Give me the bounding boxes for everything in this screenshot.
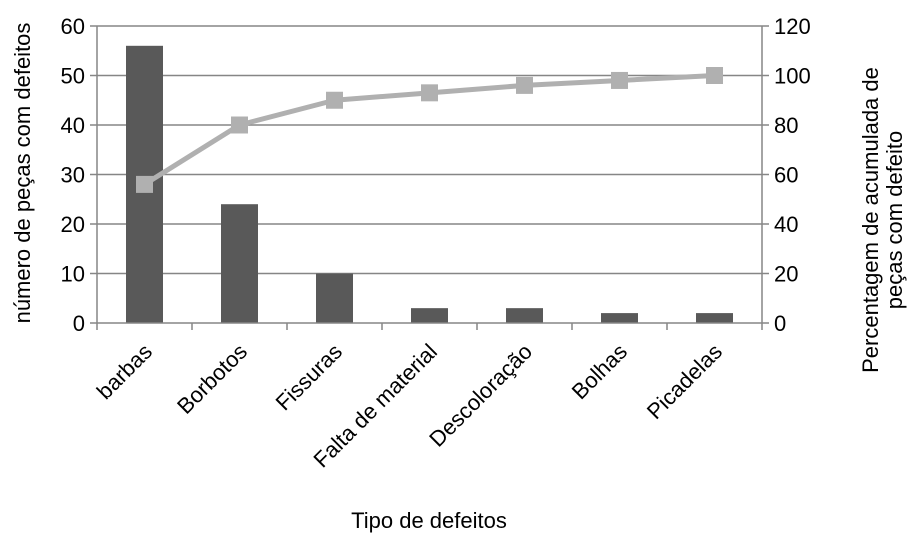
- x-tick-label: barbas: [92, 339, 157, 404]
- bar-3: [411, 308, 448, 323]
- x-tick-label: Picadelas: [642, 339, 727, 424]
- right-tick-label: 80: [774, 113, 798, 138]
- right-y-axis-title-line-1: Percentagem de acumulada de: [858, 67, 883, 373]
- bar-5: [601, 313, 638, 323]
- right-y-axis-title-line-2: peças com defeito: [882, 131, 907, 310]
- bar-2: [316, 273, 353, 323]
- x-tick-label: Bolhas: [567, 339, 632, 404]
- right-tick-label: 120: [774, 14, 811, 39]
- left-tick-label: 50: [61, 64, 85, 89]
- left-tick-label: 60: [61, 14, 85, 39]
- x-tick-label: Borbotos: [172, 339, 252, 419]
- left-tick-label: 10: [61, 262, 85, 287]
- left-tick-label: 30: [61, 163, 85, 188]
- right-tick-label: 100: [774, 64, 811, 89]
- left-tick-label: 0: [73, 311, 85, 336]
- left-tick-label: 20: [61, 212, 85, 237]
- right-tick-label: 40: [774, 212, 798, 237]
- gridlines: [97, 25, 762, 275]
- right-tick-label: 0: [774, 311, 786, 336]
- bar-1: [221, 204, 258, 323]
- line-marker-4: [516, 76, 533, 94]
- bar-series: [126, 45, 733, 324]
- right-tick-label: 20: [774, 262, 798, 287]
- bar-4: [506, 308, 543, 323]
- tick-labels: 0 10 20 30 40 50 60 0 20 40 60 80 100 120 barbas Borbot…: [61, 14, 811, 472]
- line-marker-6: [706, 67, 723, 84]
- line-marker-1: [231, 116, 248, 134]
- x-axis-title: Tipo de defeitos: [351, 508, 507, 533]
- cumulative-line-series: [136, 67, 723, 193]
- line-marker-0: [136, 175, 153, 193]
- line-marker-3: [421, 84, 438, 102]
- line-marker-2: [326, 91, 343, 109]
- left-y-axis-title: número de peças com defeitos: [10, 23, 35, 324]
- line-marker-5: [611, 71, 628, 89]
- axes: [90, 25, 769, 330]
- x-tick-label: Fissuras: [271, 339, 347, 415]
- bar-6: [696, 313, 733, 323]
- right-tick-label: 60: [774, 163, 798, 188]
- left-tick-label: 40: [61, 113, 85, 138]
